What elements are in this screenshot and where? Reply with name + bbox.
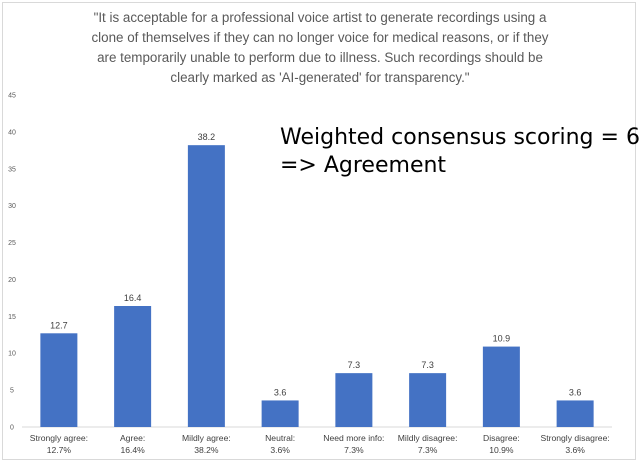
chart-title-line: are temporarily unable to perform due to… — [97, 50, 543, 65]
y-tick-label: 0 — [10, 425, 14, 432]
bar — [114, 306, 152, 427]
x-tick-label: Strongly disagree: — [540, 433, 609, 443]
bar — [335, 373, 373, 427]
y-tick-label: 10 — [8, 351, 16, 358]
y-tick-label: 25 — [8, 240, 16, 247]
x-tick-label: Need more info: — [323, 433, 384, 443]
chart-title-line: "It is acceptable for a professional voi… — [93, 10, 547, 25]
y-tick-label: 40 — [8, 129, 16, 136]
bar — [409, 373, 447, 427]
data-label: 38.2 — [198, 132, 216, 142]
x-tick-label: Disagree: — [483, 433, 520, 443]
chart-frame — [2, 2, 636, 460]
x-tick-label: 3.6% — [565, 445, 585, 455]
x-tick-label: Agree: — [120, 433, 145, 443]
y-tick-label: 15 — [8, 314, 16, 321]
bar — [187, 145, 225, 427]
annotation-line: => Agreement — [280, 153, 447, 178]
bar — [556, 400, 594, 427]
x-tick-label: 38.2% — [194, 445, 219, 455]
data-label: 16.4 — [124, 293, 142, 303]
y-tick-label: 35 — [8, 166, 16, 173]
x-tick-label: Mildly agree: — [182, 433, 231, 443]
x-tick-label: Strongly agree: — [30, 433, 88, 443]
data-label: 10.9 — [493, 334, 511, 344]
y-tick-label: 20 — [8, 277, 16, 284]
x-tick-label: Neutral: — [265, 433, 295, 443]
x-tick-label: 16.4% — [120, 445, 145, 455]
consensus-annotation: Weighted consensus scoring = 69 => Agree… — [280, 124, 640, 180]
data-label: 3.6 — [569, 387, 582, 397]
bar — [40, 333, 78, 427]
y-tick-label: 30 — [8, 203, 16, 210]
y-tick-label: 45 — [8, 93, 16, 100]
data-label: 3.6 — [274, 387, 287, 397]
data-label: 7.3 — [421, 360, 434, 370]
data-label: 7.3 — [348, 360, 361, 370]
x-tick-label: 3.6% — [270, 445, 290, 455]
chart-title-line: clone of themselves if they can no longe… — [91, 30, 549, 45]
bar — [482, 346, 520, 427]
bar — [261, 400, 299, 427]
chart-title-line: clearly marked as 'AI-generated' for tra… — [170, 70, 470, 85]
chart-title: "It is acceptable for a professional voi… — [20, 8, 620, 88]
x-tick-label: 7.3% — [418, 445, 438, 455]
x-tick-label: Mildly disagree: — [398, 433, 458, 443]
x-tick-label: 7.3% — [344, 445, 364, 455]
y-tick-label: 5 — [10, 388, 14, 395]
annotation-line: Weighted consensus scoring = 69 — [280, 125, 640, 150]
data-label: 12.7 — [50, 320, 68, 330]
x-tick-label: 12.7% — [47, 445, 72, 455]
x-tick-label: 10.9% — [489, 445, 514, 455]
